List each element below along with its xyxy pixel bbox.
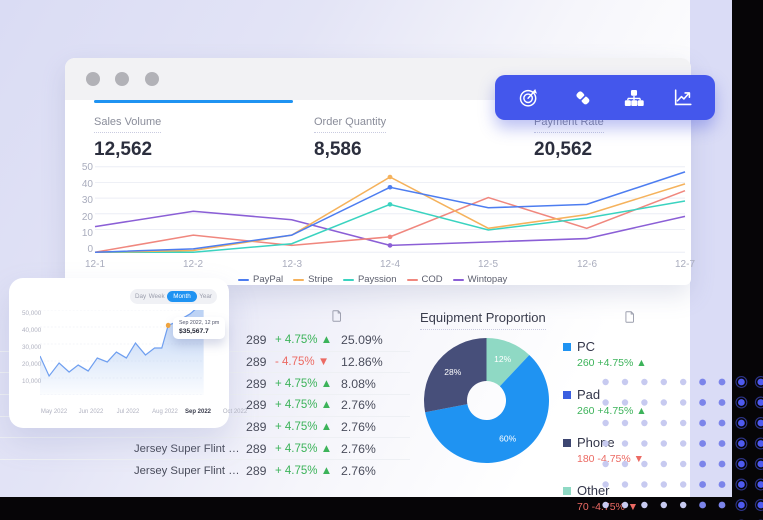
svg-text:12%: 12% (494, 354, 511, 364)
svg-text:28%: 28% (444, 367, 461, 377)
svg-text:60%: 60% (499, 433, 516, 443)
